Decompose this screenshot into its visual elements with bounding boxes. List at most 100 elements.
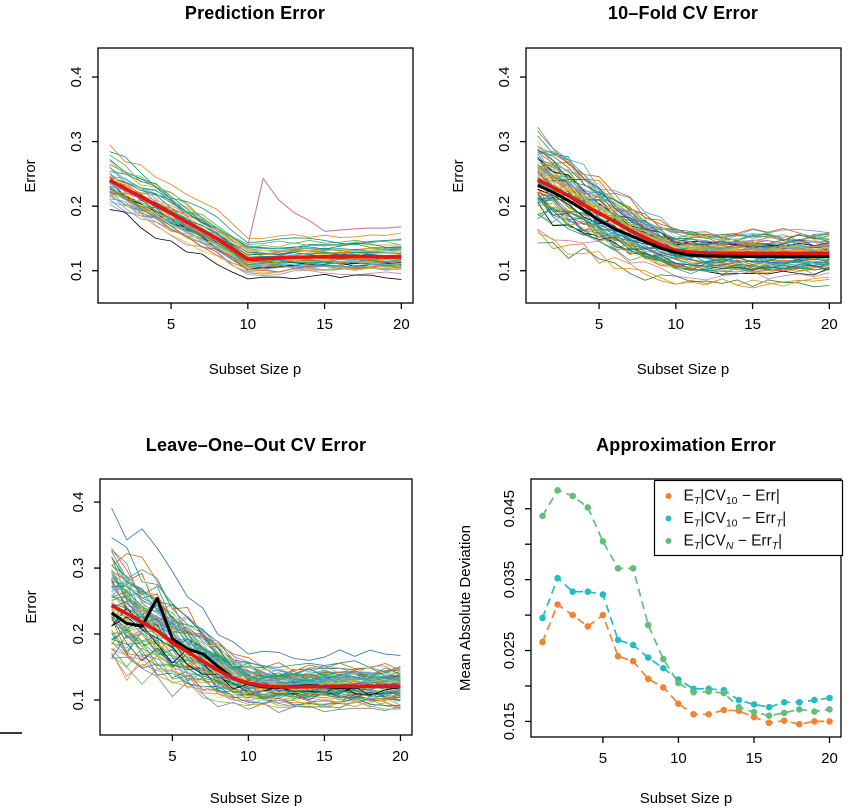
data-point	[705, 711, 712, 718]
simulation-curve	[109, 154, 402, 245]
y-tick-label: 0.4	[496, 67, 513, 88]
line-series	[537, 183, 830, 258]
simulation-curve	[109, 195, 402, 270]
simulation-curve	[111, 634, 401, 706]
data-point	[569, 611, 576, 619]
simulation-curve	[111, 551, 401, 676]
simulation-curve	[111, 553, 401, 672]
simulation-curve	[537, 202, 830, 276]
data-point	[660, 655, 667, 663]
simulation-curve	[109, 191, 402, 267]
x-tick-label: 15	[746, 750, 763, 767]
legend: ET|CV10 − Err|ET|CV10 − ErrT| ET|CVN − Er…	[653, 479, 844, 557]
data-point	[796, 720, 803, 728]
data-point	[735, 696, 743, 704]
data-point	[660, 664, 667, 672]
simulation-curve	[537, 164, 830, 251]
simulation-curve	[537, 164, 830, 252]
plot-box	[97, 47, 414, 304]
data-region	[536, 126, 830, 289]
simulation-curve	[111, 585, 401, 685]
data-point	[584, 504, 592, 511]
svg-text:ET|CVN − ErrT|: ET|CVN − ErrT|	[684, 533, 783, 553]
y-tick-label: 0.1	[68, 260, 85, 281]
data-point	[765, 719, 773, 727]
x-tick-label: 20	[393, 316, 410, 333]
data-point	[675, 700, 682, 707]
data-point	[554, 601, 561, 608]
x-tick-label: 5	[167, 316, 175, 333]
data-point	[811, 696, 818, 704]
simulation-curve	[111, 638, 401, 700]
ylabel-approximation-error: Mean Absolute Deviation	[457, 525, 474, 691]
data-point	[735, 703, 743, 711]
data-point	[811, 708, 818, 715]
simulation-curve	[537, 126, 830, 236]
data-point	[720, 689, 728, 697]
xlabel-approximation-error: Subset Size p	[639, 790, 733, 807]
data-region	[539, 487, 833, 728]
x-tick-label: 15	[744, 316, 761, 333]
data-point	[554, 574, 561, 582]
data-point	[660, 684, 667, 691]
y-tick-label: 0.1	[70, 690, 87, 711]
simulation-curve	[537, 151, 830, 239]
panel-title-approximation-error: Approximation Error	[596, 435, 776, 455]
x-tick-label: 10	[670, 750, 687, 767]
panel-title-10fold-cv-error: 10–Fold CV Error	[607, 3, 759, 23]
simulation-curve	[537, 149, 830, 248]
x-tick-label: 10	[239, 316, 256, 333]
data-point	[796, 706, 803, 713]
simulation-curve	[111, 564, 401, 678]
simulation-curve	[109, 198, 402, 271]
xlabel-loo-cv-error: Subset Size p	[209, 790, 303, 807]
simulation-curve	[111, 632, 401, 701]
y-tick-label: 0.015	[501, 703, 518, 741]
y-tick-label: 0.1	[496, 260, 513, 281]
y-tick-label: 0.3	[68, 131, 85, 152]
simulation-curve	[111, 629, 401, 703]
simulation-curve	[537, 192, 830, 271]
panel-plot-prediction-error: 5 10 15 20 0.1 0.2 0.3 0.4	[68, 47, 414, 333]
data-point	[780, 709, 788, 717]
xlabel-prediction-error: Subset Size p	[208, 361, 302, 378]
simulation-curve	[109, 160, 402, 249]
data-point	[796, 699, 803, 706]
simulation-curve	[537, 192, 830, 264]
data-point	[614, 565, 622, 572]
ylabel-loo-cv-error: Error	[23, 590, 40, 624]
simulation-curve	[537, 242, 830, 288]
panel-plot-ten-fold-cv-error: 5 10 15 20 0.1 0.2 0.3 0.4	[496, 47, 842, 333]
panel-title-prediction-error: Prediction Error	[184, 3, 326, 23]
simulation-curve	[109, 190, 402, 273]
legend-marker-dot	[665, 538, 672, 544]
simulation-curve	[109, 144, 402, 239]
dash-connector	[541, 603, 830, 726]
y-tick-label: 0.2	[68, 196, 85, 217]
simulation-curve	[537, 153, 830, 246]
data-point	[584, 623, 592, 630]
dash-connector	[541, 576, 830, 709]
point-series	[539, 487, 833, 719]
y-tick-label: 0.2	[496, 196, 513, 217]
mean-curve	[536, 178, 830, 256]
y-tick-label: 0.2	[70, 624, 87, 645]
data-region	[110, 507, 401, 713]
data-point	[780, 717, 788, 724]
ylabel-prediction-error: Error	[22, 159, 39, 193]
data-point	[644, 675, 652, 683]
simulation-curve	[111, 639, 401, 707]
data-point	[539, 512, 546, 520]
simulation-curve	[109, 203, 402, 277]
plot-box	[525, 47, 842, 304]
data-point	[826, 718, 833, 725]
simulation-curve	[109, 176, 402, 256]
data-point	[826, 706, 833, 713]
simulation-curve	[537, 208, 830, 271]
data-point	[750, 701, 758, 708]
data-point	[690, 689, 697, 696]
mean-curve	[108, 178, 402, 262]
simulation-curve	[537, 196, 830, 270]
y-tick-label: 0.025	[501, 632, 518, 670]
data-point	[720, 706, 728, 714]
